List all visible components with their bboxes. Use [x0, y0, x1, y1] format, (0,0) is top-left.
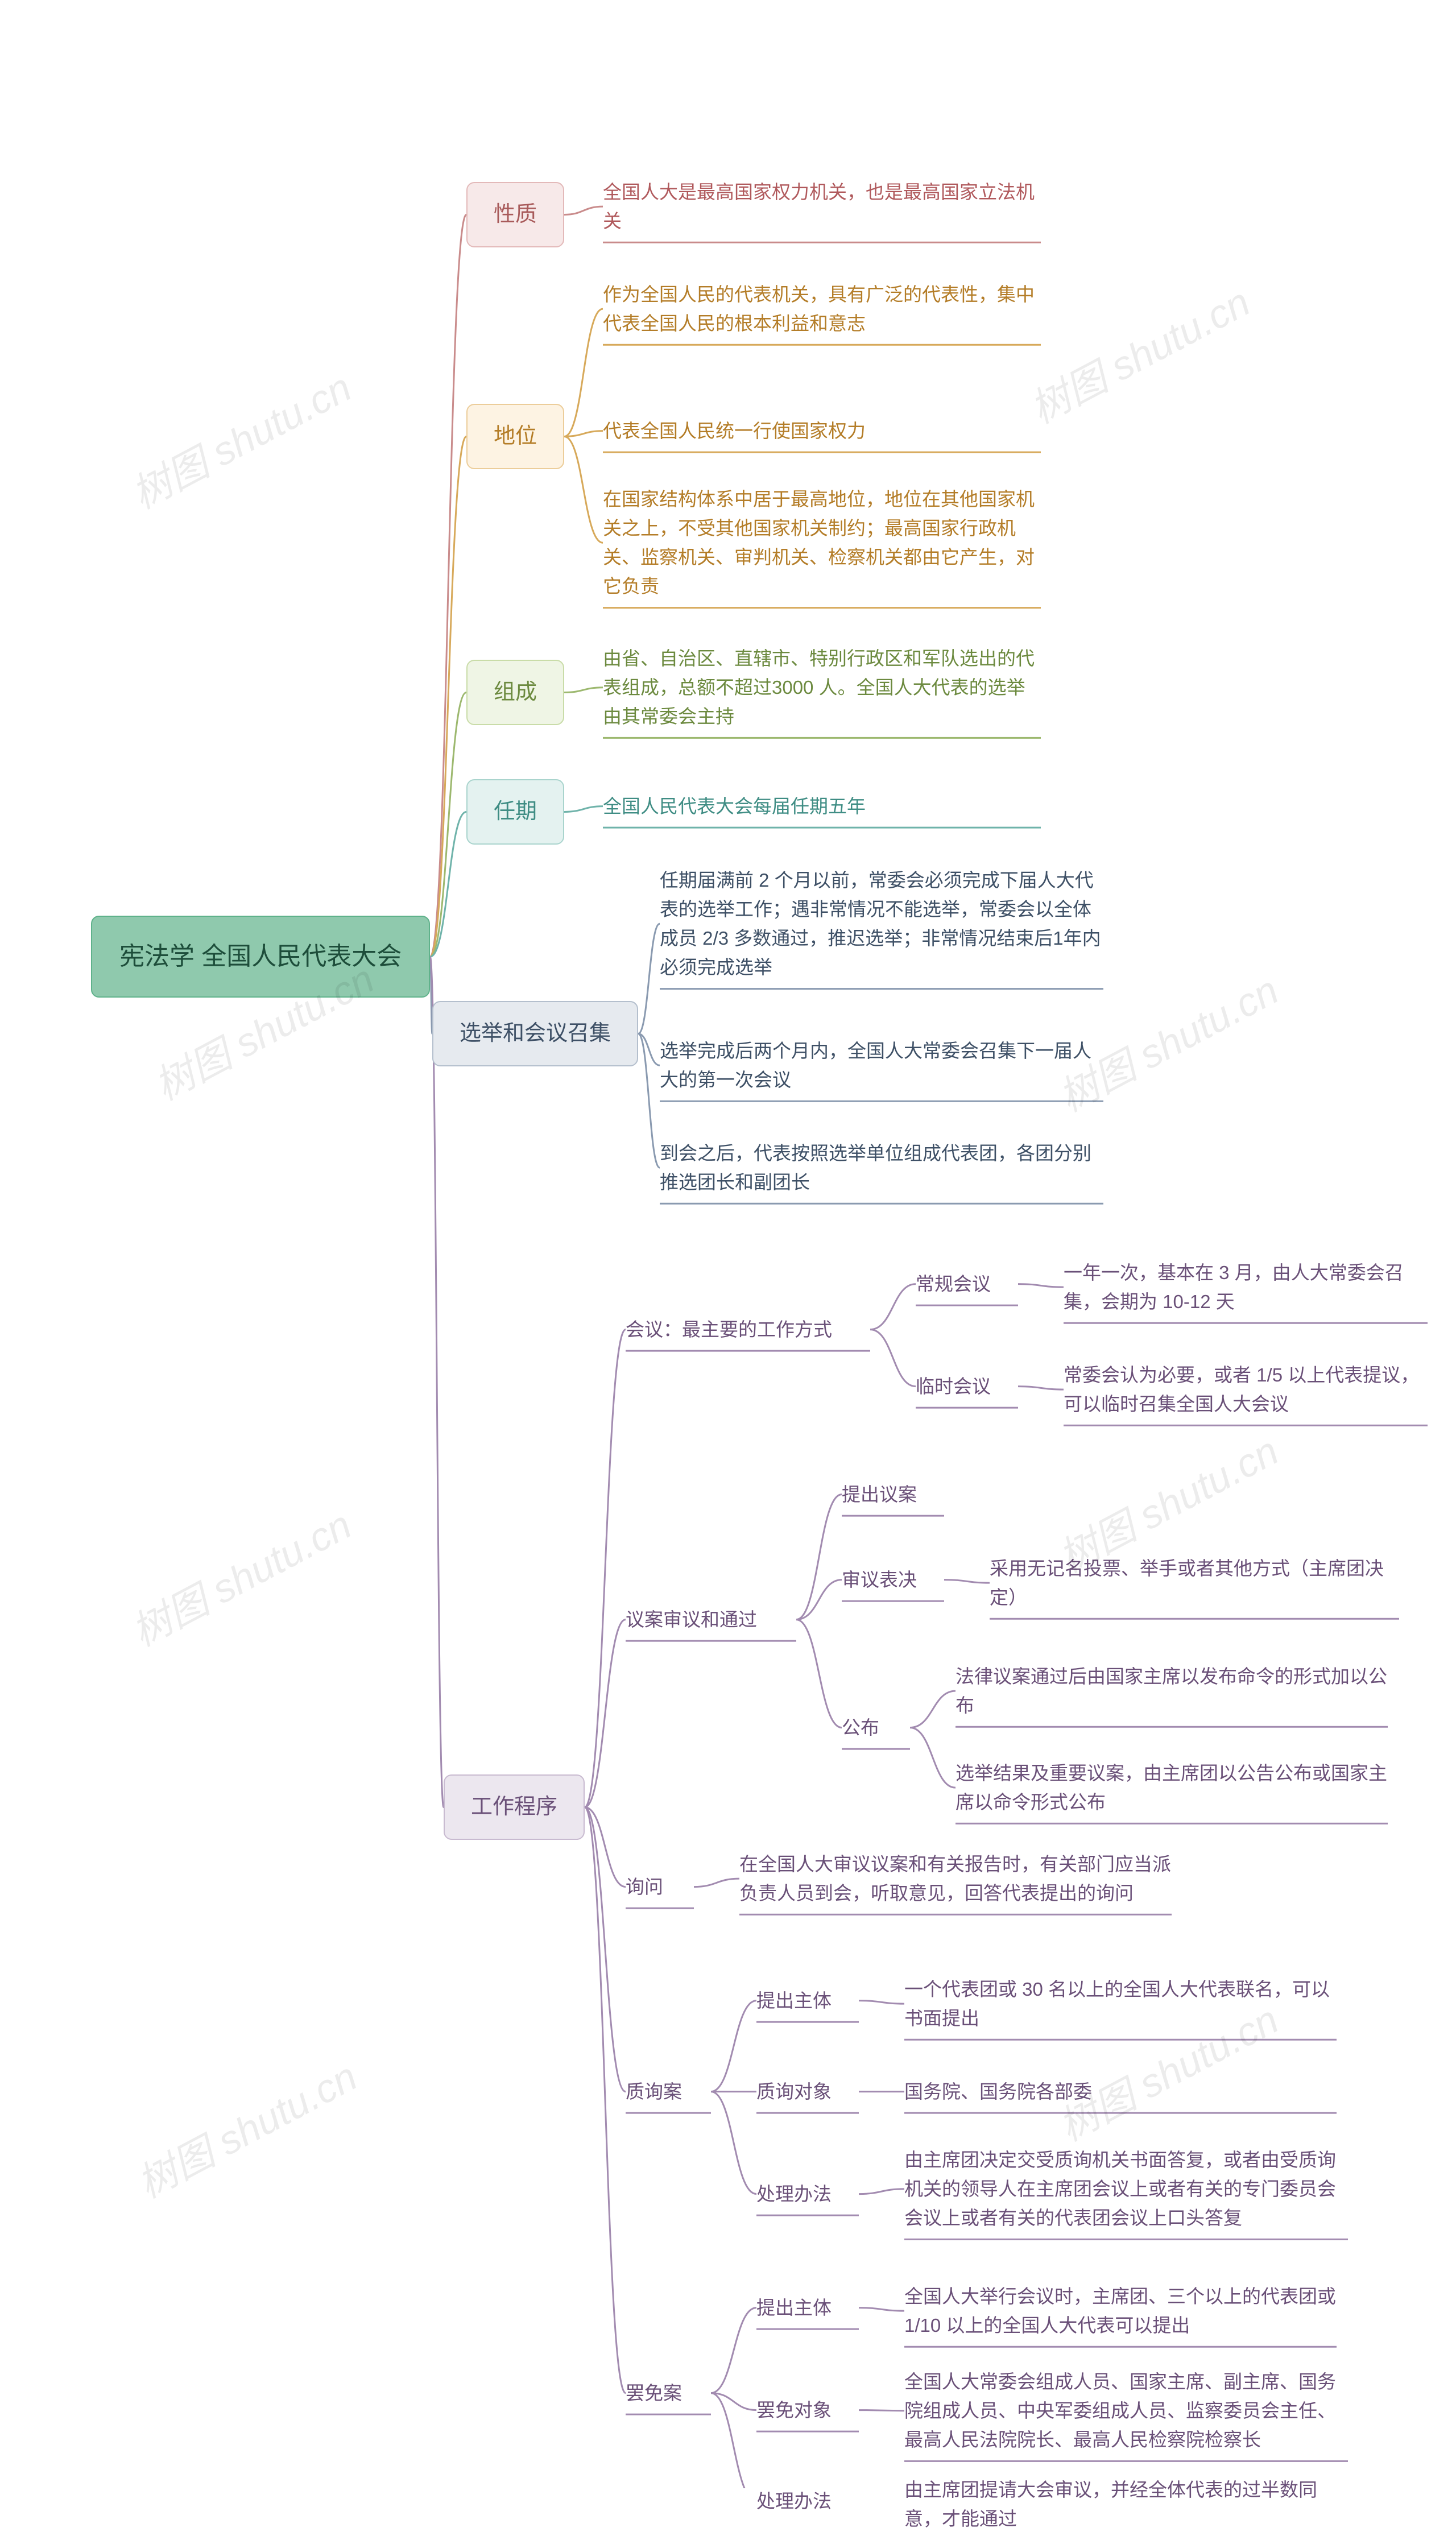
- proc-bills: 议案审议和通过: [626, 1598, 796, 1641]
- proc-recall-handle: 处理办法: [756, 2480, 859, 2522]
- leaf-status-2: 在国家结构体系中居于最高地位，地位在其他国家机关之上，不受其他国家机关制约；最高…: [603, 478, 1041, 608]
- proc-meetings: 会议：最主要的工作方式: [626, 1308, 870, 1351]
- proc-question-target: 质询对象: [756, 2070, 859, 2113]
- proc-recall: 罢免案: [626, 2372, 711, 2414]
- leaf-status-0: 作为全国人民的代表机关，具有广泛的代表性，集中代表全国人民的根本利益和意志: [603, 273, 1041, 345]
- proc-meetings-regular-text: 一年一次，基本在 3 月，由人大常委会召集，会期为 10-12 天: [1064, 1251, 1428, 1323]
- proc-bills-publish-1: 选举结果及重要议案，由主席团以公告公布或国家主席以命令形式公布: [956, 1752, 1388, 1823]
- proc-question: 质询案: [626, 2070, 711, 2113]
- leaf-composition-0: 由省、自治区、直辖市、特别行政区和军队选出的代表组成，总额不超过3000 人。全…: [603, 637, 1041, 738]
- proc-recall-target: 罢免对象: [756, 2389, 859, 2431]
- leaf-election-1: 选举完成后两个月内，全国人大常委会召集下一届人大的第一次会议: [660, 1029, 1103, 1101]
- proc-recall-subject: 提出主体: [756, 2286, 859, 2329]
- branch-election: 选举和会议召集: [432, 1001, 638, 1066]
- proc-question-handle: 处理办法: [756, 2173, 859, 2215]
- proc-bills-vote-text: 采用无记名投票、举手或者其他方式（主席团决定）: [990, 1547, 1399, 1619]
- branch-composition: 组成: [466, 660, 564, 725]
- watermark: 树图 shutu.cn: [126, 2045, 366, 2209]
- proc-question-handle-text: 由主席团决定交受质询机关书面答复，或者由受质询机关的领导人在主席团会议上或者有关…: [904, 2138, 1348, 2239]
- proc-inquiry: 询问: [626, 1865, 694, 1908]
- watermark: 树图 shutu.cn: [120, 1494, 360, 1657]
- proc-meetings-temp-text: 常委会认为必要，或者 1/5 以上代表提议，可以临时召集全国人大会议: [1064, 1354, 1428, 1425]
- branch-status: 地位: [466, 404, 564, 469]
- proc-bills-propose: 提出议案: [842, 1473, 944, 1516]
- branch-nature: 性质: [466, 182, 564, 247]
- leaf-election-0: 任期届满前 2 个月以前，常委会必须完成下届人大代表的选举工作；遇非常情况不能选…: [660, 859, 1103, 989]
- leaf-nature-0: 全国人大是最高国家权力机关，也是最高国家立法机关: [603, 171, 1041, 242]
- branch-term: 任期: [466, 779, 564, 845]
- proc-meetings-regular: 常规会议: [916, 1263, 1018, 1305]
- proc-recall-subject-text: 全国人大举行会议时，主席团、三个以上的代表团或 1/10 以上的全国人大代表可以…: [904, 2275, 1337, 2347]
- proc-recall-target-text: 全国人大常委会组成人员、国家主席、副主席、国务院组成人员、中央军委组成人员、监察…: [904, 2360, 1348, 2461]
- proc-bills-vote: 审议表决: [842, 1558, 944, 1601]
- proc-question-subject-text: 一个代表团或 30 名以上的全国人大代表联名，可以书面提出: [904, 1968, 1337, 2040]
- leaf-term-0: 全国人民代表大会每届任期五年: [603, 785, 1041, 828]
- root-node: 宪法学 全国人民代表大会: [91, 916, 430, 998]
- proc-bills-publish: 公布: [842, 1706, 910, 1749]
- proc-bills-publish-0: 法律议案通过后由国家主席以发布命令的形式加以公布: [956, 1655, 1388, 1727]
- proc-recall-handle-text: 由主席团提请大会审议，并经全体代表的过半数同意，才能通过: [904, 2468, 1337, 2540]
- watermark: 树图 shutu.cn: [1019, 271, 1259, 435]
- proc-question-subject: 提出主体: [756, 1979, 859, 2022]
- proc-question-target-text: 国务院、国务院各部委: [904, 2070, 1337, 2113]
- proc-inquiry-text: 在全国人大审议议案和有关报告时，有关部门应当派负责人员到会，听取意见，回答代表提…: [739, 1843, 1172, 1914]
- branch-procedure: 工作程序: [444, 1774, 585, 1840]
- watermark: 树图 shutu.cn: [120, 356, 360, 520]
- proc-meetings-temp: 临时会议: [916, 1365, 1018, 1408]
- leaf-status-1: 代表全国人民统一行使国家权力: [603, 409, 1041, 452]
- leaf-election-2: 到会之后，代表按照选举单位组成代表团，各团分别推选团长和副团长: [660, 1132, 1103, 1203]
